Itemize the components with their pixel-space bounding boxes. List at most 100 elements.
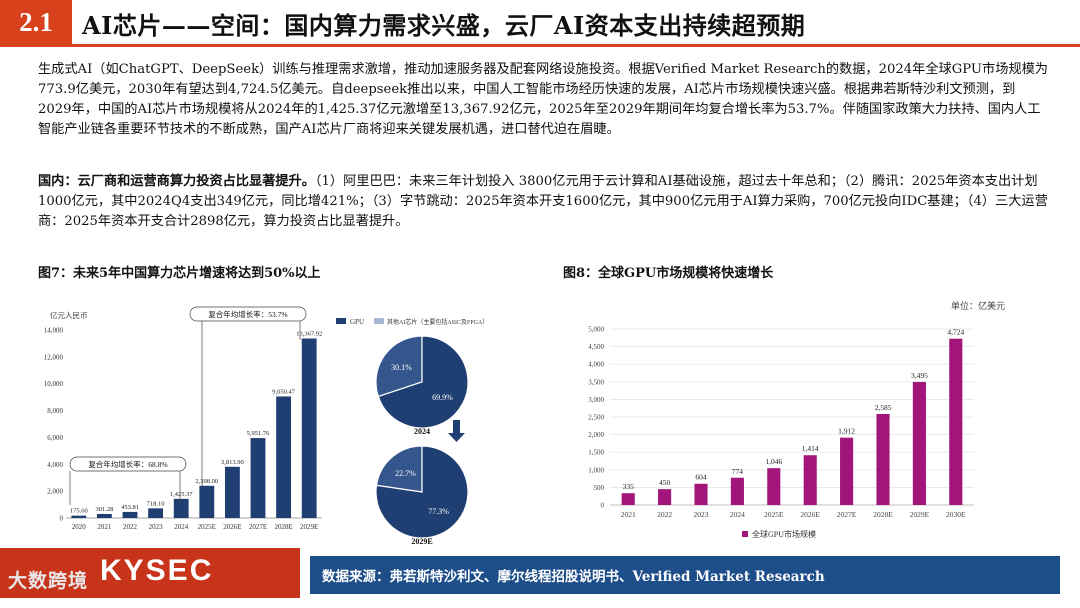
figure8-xtick: 2025E [764,510,784,519]
figure7-bar-label: 175.60 [70,508,88,515]
figure7-pie-svg: GPU 其他AI芯片（主要包括ASIC及FPGA） 30.1% 69.9% 202… [336,318,488,546]
figure8-bar-label: 1,414 [802,444,819,453]
figure7-xtick: 2026E [223,523,241,531]
figure7-pie-charts: GPU 其他AI芯片（主要包括ASIC及FPGA） 30.1% 69.9% 202… [336,310,508,548]
figure7-cagr2-label: 复合年均增长率：53.7% [208,309,287,319]
pie-2024: 30.1% 69.9% [375,335,469,429]
figure7-ytick: 10,000 [44,380,64,388]
figure8-ytick: 4,500 [588,343,604,351]
figure7-bar [199,485,215,518]
domestic-paragraph: 国内：云厂商和运营商算力投资占比显著提升。（1）阿里巴巴：未来三年计划投入 38… [38,172,1048,232]
legend-gpu-swatch [336,318,346,324]
legend-other-swatch [374,318,384,324]
figure8-bar [949,338,963,505]
figure8-bar [840,437,854,505]
figure7-ytick: 6,000 [47,434,63,442]
figure7-bar [71,515,87,518]
pie-slice-other [375,335,423,398]
figure7-bar-label: 1,425.37 [170,491,194,498]
intro-paragraph: 生成式AI（如ChatGPT、DeepSeek）训练与推理需求激增，推动加速服务… [38,62,1048,137]
figure7-unit: 亿元人民币 [50,310,88,320]
figure8-unit: 单位：亿美元 [951,300,1005,311]
figure7-bar [250,438,266,518]
pie-2024-title: 2024 [414,427,430,436]
figure8-bar-label: 2,585 [875,403,892,412]
figure8-xtick: 2029E [910,510,930,519]
figure7-xtick: 2020 [72,523,87,531]
figure8-bar-label: 3,495 [911,371,928,380]
figure8-bar-label: 335 [623,482,635,491]
domestic-detail: （1）阿里巴巴：未来三年计划投入 3800亿元用于云计算和AI基础设施，超过去十… [38,174,1048,229]
figure8-xtick: 2027E [837,510,857,519]
figure8-bar-label: 1,912 [838,427,855,436]
pie-2029e-title: 2029E [411,537,432,546]
pie-label-other: 30.1% [391,363,412,372]
figure7-cagr1: 复合年均增长率：68.8% [69,456,187,505]
figure7-ytick: 12,000 [44,353,64,361]
figure7-bar [301,338,317,518]
figure7-cagr2: 复合年均增长率：53.7% [189,306,307,486]
figure7-xtick: 2027E [249,523,267,531]
figure8-bar [621,493,635,505]
figure7-bars: 175.60 2020 301.28 2021 453.81 2022 718.10 2023… [70,330,322,531]
figure8-xtick: 2024 [730,510,745,519]
figure8-bar-chart: 单位：亿美元 0 500 1,000 1,500 2,000 2,500 3,000 3,50… [566,295,1036,545]
down-arrow-icon [448,420,465,442]
figure8-bar-label: 774 [732,467,744,476]
figure8-bar-label: 450 [659,478,671,487]
figure7-xtick: 2028E [274,523,292,531]
figure8-ytick: 3,000 [588,396,604,404]
pie-label-other: 22.7% [395,469,416,478]
section-number: 2.1 [0,0,72,44]
figure7-bar-label: 453.81 [121,504,139,511]
figure7-ytick: 2,000 [47,488,63,496]
figure8-ytick: 4,000 [588,361,604,369]
legend-other-label: 其他AI芯片（主要包括ASIC及FPGA） [387,318,488,326]
data-source-box: 数据来源：弗若斯特沙利文、摩尔线程招股说明书、Verified Market R… [310,556,1060,594]
figure7-xtick: 2029E [300,523,318,531]
kysec-logo: KYSEC [0,548,300,598]
domestic-lead: 国内：云厂商和运营商算力投资占比显著提升。 [38,174,315,189]
figure8-ytick: 0 [601,502,605,510]
figure7-xtick: 2024 [174,523,189,531]
figure8-bar [658,489,672,505]
figure8-bar-label: 604 [695,473,707,482]
pie-slice-other [375,445,423,493]
figure8-xtick: 2030E [946,510,966,519]
figure8-xtick: 2022 [657,510,672,519]
figure8-ytick: 3,500 [588,378,604,386]
figure8-bar-label: 1,046 [765,457,782,466]
pie-slice-gpu [377,335,469,429]
figure7-bar [148,508,164,518]
pie-2029e: 22.7% 77.3% [375,445,469,539]
figure8-caption: 图8：全球GPU市场规模将快速增长 [563,266,774,281]
figure7-xtick: 2022 [123,523,138,531]
figure8-bar-label: 4,724 [947,328,964,337]
figure7-bar [122,511,138,518]
figure8-xtick: 2023 [694,510,709,519]
figure7-ytick: 8,000 [47,407,63,415]
figure8-ytick: 2,000 [588,431,604,439]
figure7-bar-label: 5,951.76 [247,430,271,437]
title-underline [0,44,1080,47]
figure8-legend-swatch [742,531,748,537]
watermark: 大数跨境 [8,570,89,592]
figure8-ytick: 500 [594,484,605,492]
figure7-bar-label: 3,813.90 [221,459,244,466]
figure7-bar [173,498,189,518]
figure7-xtick: 2023 [149,523,164,531]
footer: KYSEC 数据来源：弗若斯特沙利文、摩尔线程招股说明书、Verified Ma… [0,548,1080,608]
figure7-xtick: 2021 [97,523,112,531]
figure8-legend-label: 全球GPU市场规模 [752,529,816,539]
figure7-xtick: 2025E [198,523,216,531]
figure7-ytick: 4,000 [47,461,63,469]
slide-header: 2.1 AI芯片——空间：国内算力需求兴盛，云厂AI资本支出持续超预期 [0,0,1080,47]
figure7-caption: 图7：未来5年中国算力芯片增速将达到50%以上 [38,266,321,281]
figure7-bar-label: 718.10 [147,500,165,507]
logo-text: KYSEC [100,554,214,587]
figure7-bar [224,466,240,518]
figure7-bar-label: 301.28 [95,506,113,513]
figure7-bar [276,396,292,518]
figure7-bar-label: 13,367.92 [296,330,322,337]
slide-title: AI芯片——空间：国内算力需求兴盛，云厂AI资本支出持续超预期 [82,11,806,40]
